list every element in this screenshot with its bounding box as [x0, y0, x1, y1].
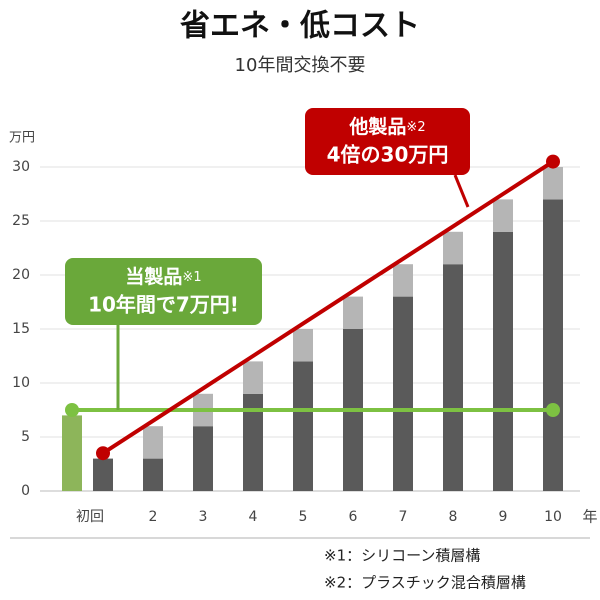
y-tick-label: 20 — [12, 267, 30, 283]
chart-subtitle: 10年間交換不要 — [235, 55, 366, 76]
annotation-note: ※2 — [406, 120, 425, 135]
bar — [193, 426, 213, 491]
x-tick-label: 2 — [149, 509, 158, 525]
bar — [93, 458, 113, 491]
bar — [143, 458, 163, 491]
line — [101, 159, 555, 455]
line-end-dot — [65, 403, 79, 417]
y-tick-label: 5 — [21, 429, 30, 445]
line-end-dot — [546, 154, 560, 169]
annotation-text: 他製品※2 — [348, 115, 425, 138]
bar — [393, 264, 413, 297]
footnote: ※1：シリコーン積層構 — [324, 547, 480, 565]
x-tick-label: 9 — [499, 509, 508, 525]
bar — [243, 361, 263, 394]
y-tick-label: 25 — [12, 213, 30, 229]
annotation-box — [65, 258, 262, 325]
annotation-detail: 10年間で7万円! — [88, 293, 239, 317]
x-tick-label: 3 — [199, 509, 208, 525]
annotation-connector — [453, 174, 470, 208]
y-tick-label: 15 — [12, 321, 30, 337]
bar — [543, 167, 563, 200]
bar — [393, 296, 413, 491]
chart-title: 省エネ・低コスト — [180, 9, 420, 44]
line-end-dot — [546, 403, 560, 417]
bar — [443, 231, 463, 265]
bar — [493, 231, 513, 492]
annotation-title: 当製品 — [125, 265, 182, 288]
y-tick-label: 0 — [21, 483, 30, 499]
bar — [293, 329, 313, 362]
x-tick-label: 初回 — [76, 508, 104, 525]
annotation-text: 当製品※1 — [125, 265, 201, 288]
x-tick-label: 8 — [449, 509, 458, 525]
x-tick-label: 7 — [399, 509, 408, 525]
bar — [243, 393, 263, 491]
x-tick-label: 5 — [299, 509, 308, 525]
y-tick-label: 30 — [12, 159, 30, 175]
y-unit: 万円 — [9, 131, 35, 146]
annotation-detail: 4倍の30万円 — [327, 143, 449, 167]
annotation-title: 他製品 — [348, 115, 406, 138]
bar — [293, 361, 313, 491]
bar — [143, 426, 163, 459]
y-tick-label: 10 — [12, 375, 30, 391]
bar — [443, 264, 463, 491]
x-tick-label: 4 — [249, 509, 258, 525]
bar — [62, 415, 82, 491]
bar — [493, 199, 513, 232]
x-tick-label: 6 — [349, 509, 358, 525]
annotation-note: ※1 — [182, 270, 201, 285]
x-tick-label: 10 — [544, 509, 562, 525]
x-unit: 年 — [582, 508, 597, 526]
bar — [343, 296, 363, 329]
footnote: ※2：プラスチック混合積層構 — [324, 574, 526, 592]
annotation-box — [305, 108, 470, 175]
line-end-dot — [96, 446, 110, 461]
bar — [543, 199, 563, 491]
